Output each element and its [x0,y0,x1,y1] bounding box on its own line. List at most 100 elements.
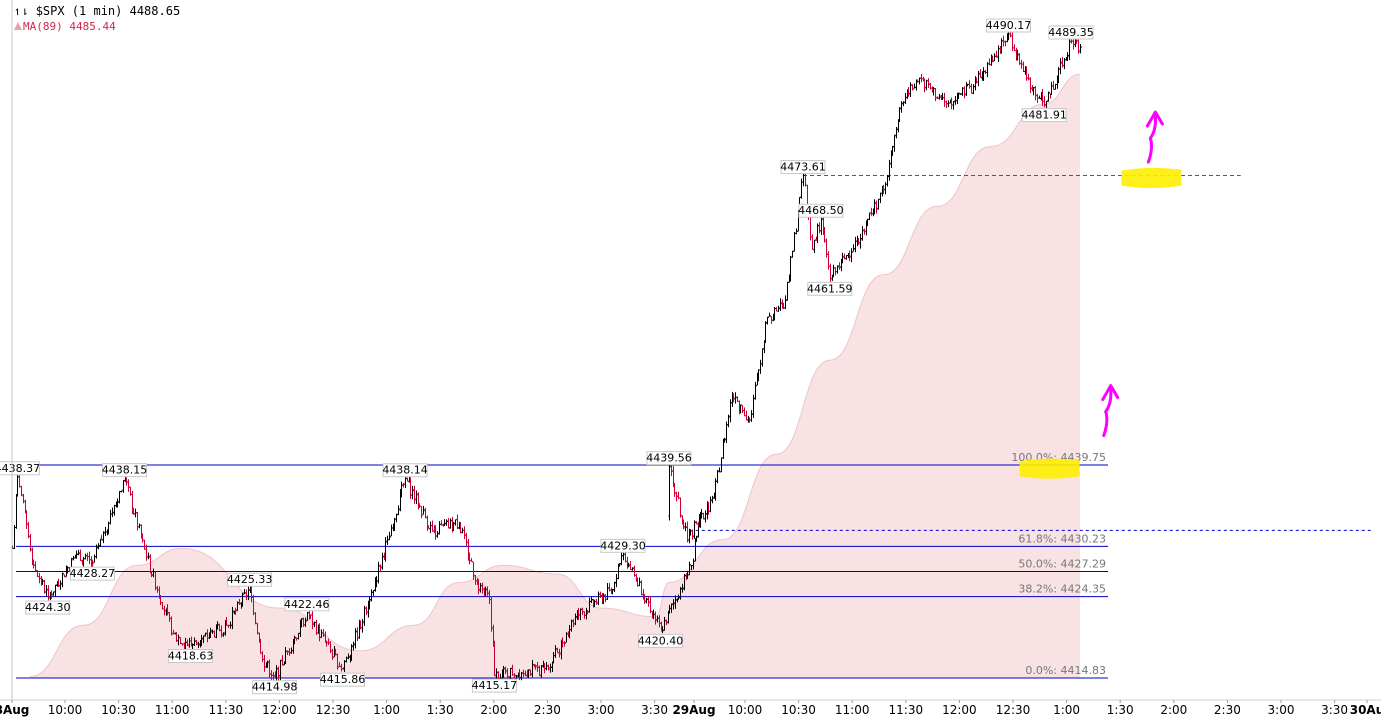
price-bar [686,521,689,543]
x-tick-label: 11:30 [209,703,244,717]
price-label: 4468.50 [798,203,844,218]
price-bar [540,665,543,678]
price-bar [393,517,396,531]
x-tick-label: 3:30 [1321,703,1348,717]
price-bar [79,549,82,561]
price-bar [527,669,530,678]
price-bar [554,645,557,659]
price-bar [216,621,219,630]
price-bar [368,596,371,610]
price-bar [229,621,232,629]
price-bar [895,126,898,139]
price-bar [716,470,719,484]
price-bar [816,223,819,244]
price-bar [97,543,100,550]
price-bar [122,479,125,493]
price-bar [1020,59,1023,69]
price-bar [688,561,691,576]
annotations-layer [1019,110,1182,479]
price-bar [873,199,876,215]
price-bar [361,619,364,633]
price-bar [954,96,957,105]
price-bar [427,525,430,529]
price-bar [679,587,682,600]
price-label: 4438.15 [102,463,147,478]
price-bar [1029,77,1032,94]
price-bar [813,239,816,254]
up-arrow-icon [1146,114,1158,164]
price-bar [938,93,941,100]
price-label-box [471,678,517,693]
price-bar [595,599,598,605]
price-bar [741,405,744,413]
price-bar [84,553,87,560]
price-bar [957,92,960,99]
price-bar [820,217,823,236]
price-label-box [168,649,214,664]
price-label-text: 4489.35 [1048,26,1094,39]
price-bar [643,594,646,605]
price-label-text: 4461.59 [807,282,853,295]
price-bar [868,212,871,221]
price-bar [586,611,589,615]
price-bar [93,554,96,563]
price-label-box [252,680,298,695]
price-label: 4438.14 [382,463,428,478]
price-bar [959,93,962,95]
price-bar [1047,91,1050,102]
price-bar [711,495,714,504]
price-bar [47,585,50,601]
price-bar [309,614,312,619]
price-label-text: 4422.46 [284,598,330,611]
price-bar [452,521,455,531]
price-bar [61,572,64,588]
price-bar [729,399,732,423]
price-bar [247,586,250,601]
x-tick-label: 3:30 [641,703,668,717]
price-label-text: 4428.27 [70,567,116,580]
price-bar [365,606,368,616]
price-bar [354,628,357,649]
price-bar [231,606,234,630]
price-bar [1077,38,1080,54]
price-bar [50,590,53,599]
price-bar [1034,86,1037,101]
x-tick-label: 11:00 [835,703,870,717]
price-bar [825,238,828,258]
price-bar [88,551,91,565]
price-bar [723,437,726,443]
price-bar [854,236,857,253]
price-label-text: 4415.86 [320,673,366,686]
price-bar [536,661,539,672]
price-bar [904,93,907,104]
price-bar [995,50,998,58]
ma-legend-icon [14,22,22,30]
price-bar [682,519,685,530]
price-bar [272,672,275,680]
x-tick-label: 12:30 [996,703,1031,717]
price-bar [734,392,737,404]
price-bar [534,665,537,670]
price-bar [739,404,742,414]
price-bar [454,519,457,526]
price-bar [186,639,189,647]
price-bar [400,481,403,498]
x-tick-label: 1:00 [1053,703,1080,717]
price-bar [1050,81,1053,96]
price-bar [913,83,916,89]
price-bar [1059,58,1062,75]
price-bar [547,664,550,671]
arrow-head [1101,384,1120,402]
price-bar [875,200,878,214]
price-bar [34,561,37,572]
price-bar [743,407,746,417]
price-bar [202,635,205,644]
price-bar [20,485,23,497]
price-bar [18,474,21,488]
price-bar [611,588,614,595]
updown-icon: ↿⇂ [14,4,29,18]
price-bar [241,592,244,607]
